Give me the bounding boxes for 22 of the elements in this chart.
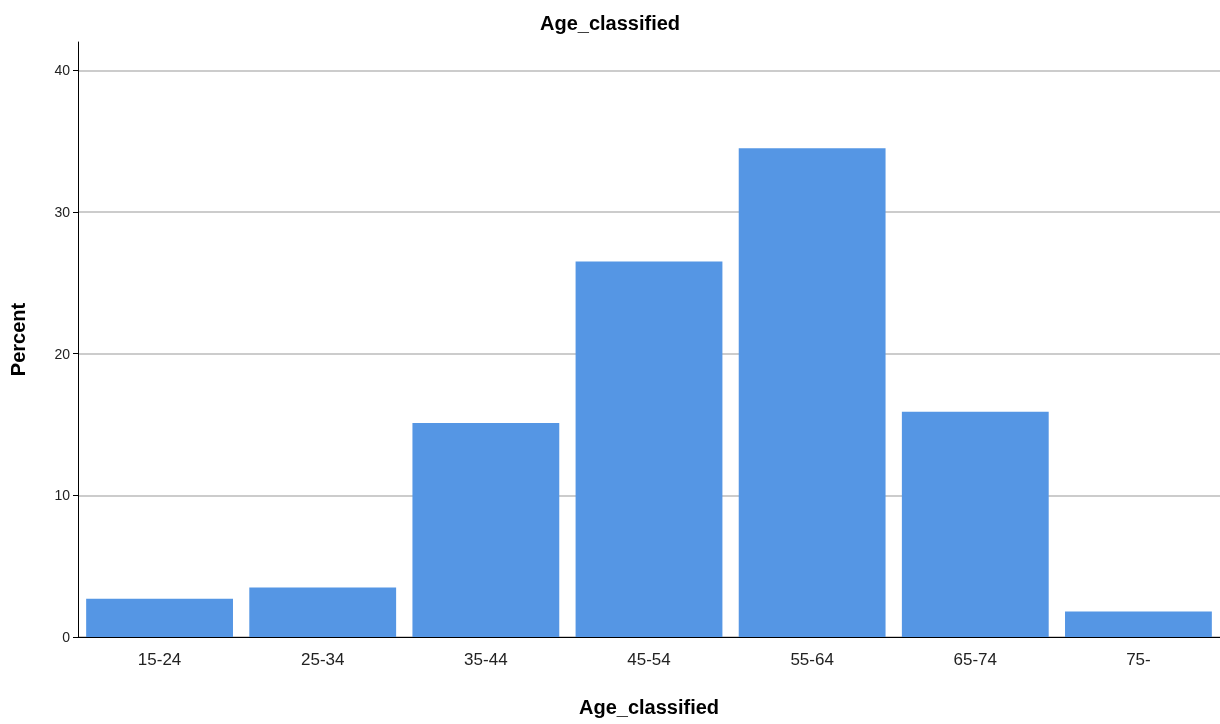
bar [249,587,397,637]
x-tick-label: 15-24 [137,650,182,669]
x-tick-label: 25-34 [300,650,345,669]
bar [1065,611,1212,637]
bar [412,423,560,637]
bar [738,148,886,637]
x-tick-label: 45-54 [627,650,671,669]
x-tick-label: 55-64 [790,650,834,669]
y-axis-title: Percent [7,302,29,377]
y-tick-label: 20 [54,345,71,362]
y-tick-label: 30 [54,204,71,220]
y-tick-label: 10 [54,487,71,504]
chart-title: Age_classified [539,12,681,34]
bar [575,261,723,637]
bar [86,598,233,637]
bar [901,411,1049,637]
x-tick-label: 35-44 [464,650,508,669]
y-tick-label: 0 [62,629,71,645]
x-tick-label: 75- [1126,650,1151,669]
y-tick-label: 40 [54,62,71,79]
x-axis-title: Age_classified [578,696,720,718]
x-tick-label: 65-74 [953,650,998,669]
